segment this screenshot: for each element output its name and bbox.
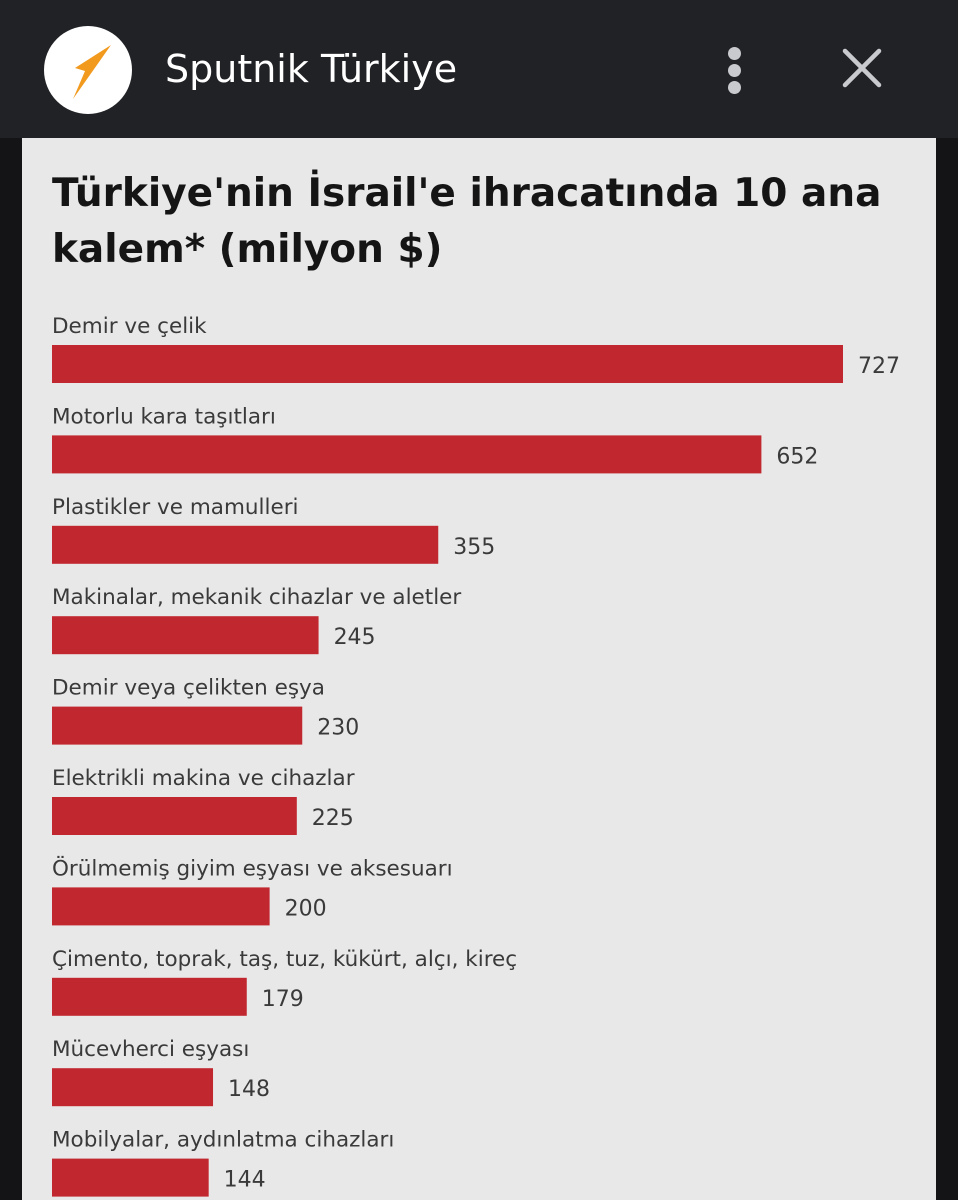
- bar-plastikler-ve-mamulleri: [52, 525, 439, 564]
- app-title: Sputnik Türkiye: [165, 47, 458, 91]
- value-label-makinalar-mekanik-cihazlar-ve-aletler: 245: [334, 625, 376, 650]
- chart-card: [22, 138, 936, 1200]
- more-vertical-icon: [728, 47, 741, 60]
- value-label-mobilyalar-aydinlatma-cihazlari: 144: [224, 1168, 266, 1193]
- value-label-motorlu-kara-tasitlari: 652: [776, 444, 818, 469]
- category-label-demir-ve-celik: Demir ve çelik: [52, 314, 207, 339]
- more-options-button[interactable]: [715, 44, 755, 96]
- value-label-demir-veya-celikten-esya: 230: [317, 716, 359, 741]
- bar-cimento-toprak-tas-tuz-kukurt-alci-kirec: [52, 977, 247, 1016]
- category-label-motorlu-kara-tasitlari: Motorlu kara taşıtları: [52, 404, 276, 429]
- bar-motorlu-kara-tasitlari: [52, 435, 762, 474]
- category-label-orulmemis-giyim-esyasi-ve-aksesuari: Örülmemiş giyim eşyası ve aksesuarı: [52, 855, 453, 881]
- category-label-demir-veya-celikten-esya: Demir veya çelikten eşya: [52, 676, 325, 701]
- value-label-demir-ve-celik: 727: [858, 354, 900, 379]
- chart-title: Türkiye'nin İsrail'e ihracatında 10 ana …: [52, 171, 882, 272]
- value-label-mucevherci-esyasi: 148: [228, 1077, 270, 1102]
- app-header: Sputnik Türkiye: [0, 0, 958, 138]
- left-edge: [0, 138, 22, 1200]
- bar-makinalar-mekanik-cihazlar-ve-aletler: [52, 616, 319, 655]
- category-label-plastikler-ve-mamulleri: Plastikler ve mamulleri: [52, 495, 299, 520]
- category-label-mucevherci-esyasi: Mücevherci eşyası: [52, 1037, 249, 1062]
- category-label-mobilyalar-aydinlatma-cihazlari: Mobilyalar, aydınlatma cihazları: [52, 1128, 394, 1153]
- bar-mobilyalar-aydinlatma-cihazlari: [52, 1158, 209, 1197]
- category-label-cimento-toprak-tas-tuz-kukurt-alci-kirec: Çimento, toprak, taş, tuz, kükürt, alçı,…: [52, 947, 517, 972]
- bar-orulmemis-giyim-esyasi-ve-aksesuari: [52, 887, 270, 926]
- value-label-cimento-toprak-tas-tuz-kukurt-alci-kirec: 179: [262, 987, 304, 1012]
- bar-elektrikli-makina-ve-cihazlar: [52, 797, 297, 835]
- category-label-elektrikli-makina-ve-cihazlar: Elektrikli makina ve cihazlar: [52, 766, 355, 791]
- more-vertical-icon-dot: [728, 64, 741, 77]
- right-edge: [936, 138, 958, 1200]
- sputnik-logo-icon: [44, 26, 132, 114]
- value-label-orulmemis-giyim-esyasi-ve-aksesuari: 200: [285, 896, 327, 921]
- more-vertical-icon-dot: [728, 81, 741, 94]
- value-label-plastikler-ve-mamulleri: 355: [453, 535, 495, 560]
- bar-demir-veya-celikten-esya: [52, 706, 303, 745]
- close-button[interactable]: [840, 46, 884, 90]
- bar-mucevherci-esyasi: [52, 1068, 214, 1107]
- value-label-elektrikli-makina-ve-cihazlar: 225: [312, 806, 354, 831]
- bar-demir-ve-celik: [52, 345, 843, 383]
- category-label-makinalar-mekanik-cihazlar-ve-aletler: Makinalar, mekanik cihazlar ve aletler: [52, 585, 461, 610]
- close-icon: [842, 48, 882, 88]
